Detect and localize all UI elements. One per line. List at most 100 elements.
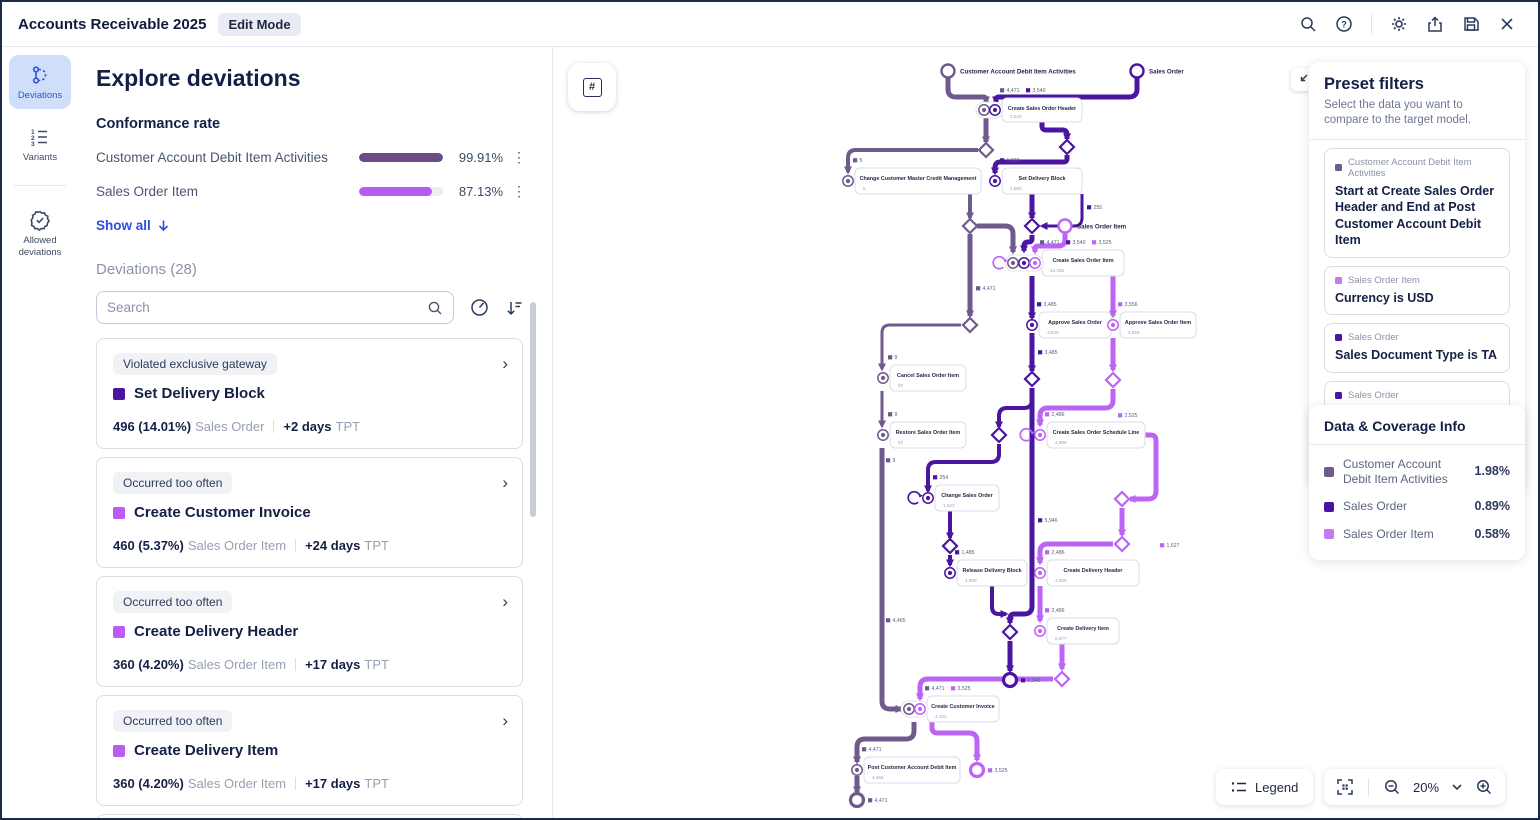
map-activity-node[interactable]: 254 Change Sales Order 1,043 <box>907 475 1000 512</box>
self-loop-icon <box>1019 427 1034 442</box>
gateway-diamond[interactable] <box>1053 670 1071 688</box>
gateway-diamond[interactable] <box>961 316 979 334</box>
zoom-controls: 20% <box>1324 769 1506 805</box>
gateway-diamond[interactable] <box>1058 138 1076 156</box>
model-toggle-button[interactable]: # <box>568 63 616 111</box>
deviation-card[interactable]: Occurred too often › Create Delivery Ite… <box>96 695 523 806</box>
edge-count-chip: 1,627 <box>1160 543 1180 549</box>
collapse-panel-button[interactable] <box>1291 68 1314 91</box>
sidebar-item-label: Allowed deviations <box>18 234 62 258</box>
save-icon[interactable] <box>1456 9 1486 39</box>
end-event[interactable]: 3,525 <box>968 761 1008 779</box>
gateway-diamond[interactable] <box>941 537 959 555</box>
map-activity-node[interactable]: 9 Restore Sales Order Item 57 <box>877 412 967 449</box>
search-input[interactable] <box>107 300 427 315</box>
chevron-right-icon[interactable]: › <box>502 711 508 730</box>
map-activity-node[interactable]: 5 Change Customer Master Credit Managemen… <box>842 158 982 195</box>
map-activity-node[interactable]: 4,471 3,540 Create Sales Order Header 3,540 <box>975 88 1083 123</box>
svg-text:2,486: 2,486 <box>1052 550 1065 556</box>
sidebar-item-allowed-deviations[interactable]: Allowed deviations <box>9 200 71 266</box>
conformance-heading: Conformance rate <box>96 116 221 132</box>
svg-text:Create Sales Order Schedule Li: Create Sales Order Schedule Line <box>1053 430 1140 436</box>
svg-text:Create Sales Order Header: Create Sales Order Header <box>1008 106 1077 112</box>
gateway-diamond[interactable] <box>977 141 995 159</box>
scrollbar[interactable] <box>530 302 536 517</box>
gauge-filter-icon[interactable] <box>470 298 489 317</box>
divider <box>1309 138 1525 140</box>
svg-text:Restore Sales Order Item: Restore Sales Order Item <box>896 430 961 436</box>
map-activity-node[interactable]: 2,486 Create Delivery Item 8,677 <box>1034 608 1120 645</box>
map-activity-node[interactable]: 2,486 Create Delivery Header 3,556 <box>1034 550 1140 587</box>
divider <box>1371 14 1372 34</box>
deviation-card[interactable]: Occurred too often › Create Delivery Hea… <box>96 576 523 687</box>
show-all-label: Show all <box>96 218 151 233</box>
svg-text:1,627: 1,627 <box>1167 543 1180 549</box>
close-icon[interactable] <box>1492 9 1522 39</box>
map-activity-node[interactable]: 3,556 Approve Sales Order Item 3,556 <box>1107 302 1197 339</box>
chevron-right-icon[interactable]: › <box>502 592 508 611</box>
zoom-out-icon[interactable] <box>1383 778 1401 796</box>
map-edge <box>990 586 1009 618</box>
gateway-diamond[interactable] <box>1023 370 1041 388</box>
kebab-menu-icon[interactable]: ⋮ <box>512 183 526 199</box>
map-activity-node[interactable]: 4,471 3,525 Create Customer Invoice 4,152 <box>900 686 1000 723</box>
deviations-label: Deviations <box>96 261 167 278</box>
gateway-diamond[interactable] <box>990 426 1008 444</box>
deviation-type-badge: Violated exclusive gateway <box>113 353 277 375</box>
gateway-diamond[interactable] <box>1104 371 1122 389</box>
chevron-down-icon[interactable] <box>1451 781 1463 793</box>
search-icon[interactable] <box>1293 9 1323 39</box>
chevron-right-icon[interactable]: › <box>502 354 508 373</box>
map-activity-node[interactable]: 2,486 Create Sales Order Schedule Line 4,8… <box>1019 412 1146 449</box>
filter-card[interactable]: Sales Order Sales Document Type is TA <box>1324 323 1510 373</box>
legend-button[interactable]: Legend <box>1216 769 1314 805</box>
end-event[interactable]: 3,540 <box>1001 671 1041 689</box>
map-activity-node[interactable]: 4,471 Post Customer Account Debit Item 4,4… <box>851 747 961 784</box>
map-activity-node[interactable]: 3,485 Approve Sales Order 3,540 <box>1026 302 1112 339</box>
map-activity-node[interactable]: 1,990 Set Delivery Block 1,990 <box>989 158 1083 195</box>
map-edge <box>1020 235 1035 254</box>
svg-text:4,471: 4,471 <box>983 286 996 292</box>
kebab-menu-icon[interactable]: ⋮ <box>512 149 526 165</box>
gateway-diamond[interactable] <box>1023 217 1041 235</box>
filter-card[interactable]: Customer Account Debit Item Activities S… <box>1324 147 1510 258</box>
share-icon[interactable] <box>1420 9 1450 39</box>
filter-card[interactable]: Sales Order Item Currency is USD <box>1324 265 1510 316</box>
deviation-card[interactable]: Violated exclusive gateway › Set Deliver… <box>96 338 523 449</box>
svg-text:2,525: 2,525 <box>1125 413 1138 419</box>
deviation-card[interactable]: Occurred too often › Create Customer Inv… <box>96 457 523 568</box>
start-event[interactable]: Sales Order <box>1129 63 1185 79</box>
edit-mode-badge[interactable]: Edit Mode <box>218 12 301 36</box>
svg-text:5: 5 <box>860 158 863 164</box>
sidebar-item-deviations[interactable]: Deviations <box>9 55 71 109</box>
deviation-stats: 496 (14.01%) Sales Order +2 days TPT <box>113 419 361 434</box>
map-activity-node[interactable]: 4,471 3,540 3,525 Create Sales Order Item 12… <box>992 240 1125 277</box>
svg-text:5,946: 5,946 <box>1045 518 1058 524</box>
gear-icon[interactable] <box>1384 9 1414 39</box>
start-event[interactable]: Customer Account Debit Item Activities <box>940 63 1077 79</box>
map-activity-node[interactable]: 9 Cancel Sales Order Item 57 <box>877 355 967 392</box>
gateway-diamond[interactable] <box>1113 535 1131 553</box>
deviation-card[interactable]: Unexpected event › Change Sales Order It… <box>96 814 523 818</box>
help-icon[interactable]: ? <box>1329 9 1359 39</box>
sort-icon[interactable] <box>505 299 523 317</box>
divider <box>14 184 66 186</box>
edge-count-chip: 254 <box>933 475 948 481</box>
svg-text:4,471: 4,471 <box>869 747 882 753</box>
show-all-link[interactable]: Show all <box>96 218 170 233</box>
end-event[interactable]: 4,471 <box>848 791 888 809</box>
gateway-diamond[interactable] <box>1113 490 1131 508</box>
zoom-in-icon[interactable] <box>1475 778 1493 796</box>
process-color-square <box>1324 467 1334 477</box>
gateway-diamond[interactable] <box>1001 623 1019 641</box>
gateway-diamond[interactable] <box>961 217 979 235</box>
process-map[interactable]: 4,471 3,540 Create Sales Order Header 3,540… <box>554 47 1540 820</box>
fit-to-screen-icon[interactable] <box>1336 778 1354 796</box>
map-edge <box>992 78 1140 105</box>
chevron-right-icon[interactable]: › <box>502 473 508 492</box>
start-event[interactable]: Sales Order Item <box>1057 218 1127 234</box>
edge-count-chip: 1,485 <box>955 550 975 556</box>
zoom-level[interactable]: 20% <box>1413 779 1440 795</box>
map-activity-node[interactable]: 1,485 Release Delivery Block 1,990 <box>944 550 1028 587</box>
